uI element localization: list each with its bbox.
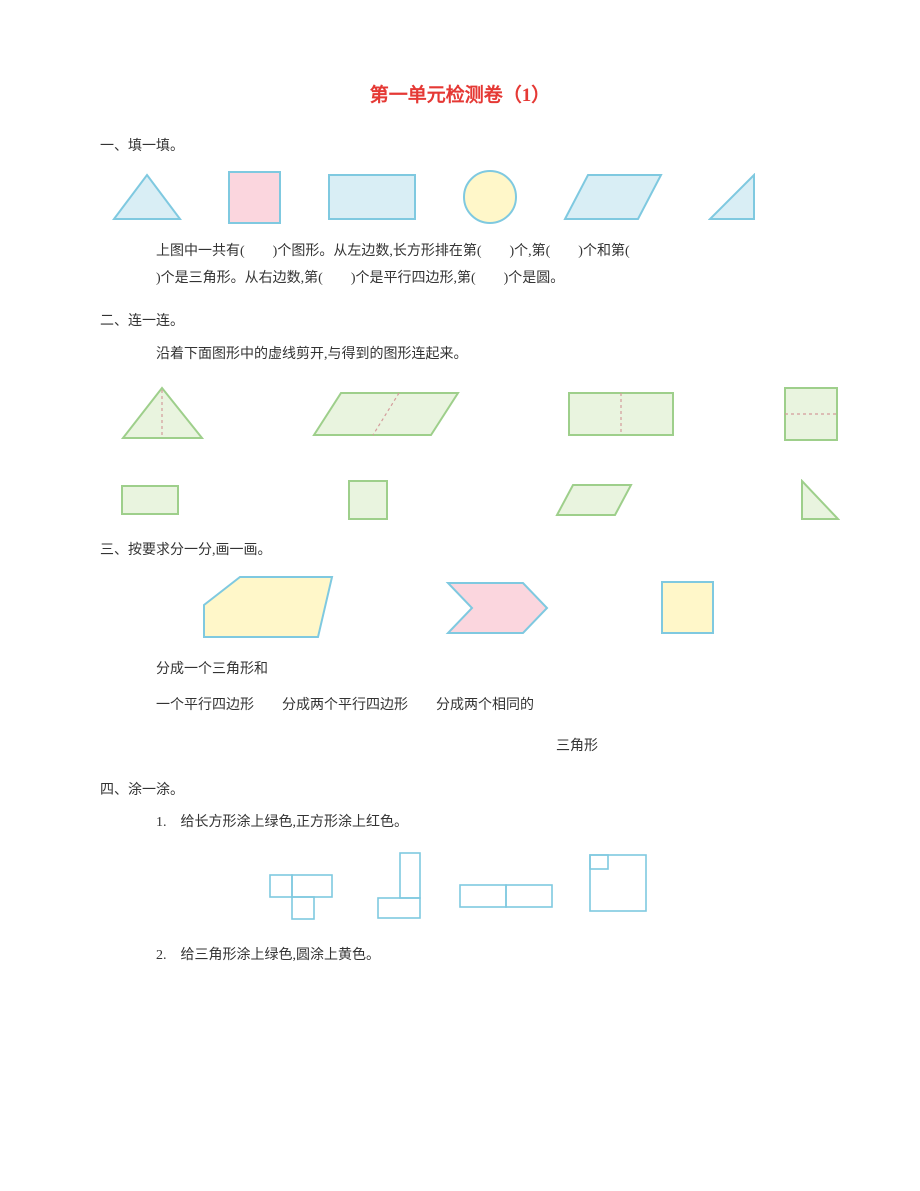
q3-line2: 一个平行四边形 分成两个平行四边形 分成两个相同的: [156, 693, 820, 720]
circle-shape: [462, 169, 518, 225]
rectangle-vdash: [566, 390, 676, 438]
q1-heading: 一、填一填。: [100, 135, 820, 155]
square3-shape: [660, 580, 715, 635]
right-triangle-shape: [708, 173, 756, 221]
q3-shapes-row: [200, 573, 820, 643]
arrow-right-shape: [445, 580, 550, 636]
q4-figure1: [100, 845, 820, 930]
q2-bottom-row: [120, 479, 840, 521]
square-hdash: [782, 385, 840, 443]
q4-item2: 2. 给三角形涂上绿色,圆涂上黄色。: [156, 944, 820, 964]
q3-body: 分成一个三角形和 一个平行四边形 分成两个平行四边形 分成两个相同的 三角形: [156, 657, 820, 761]
q3-heading: 三、按要求分一分,画一画。: [100, 539, 820, 559]
rectangle-shape: [327, 173, 417, 221]
triangle-vdash: [120, 386, 205, 441]
small-parallelogram: [555, 483, 633, 517]
small-rectangle: [120, 484, 180, 516]
q3-line1: 分成一个三角形和: [156, 657, 820, 684]
q1-shapes-row: [112, 169, 820, 225]
q3-line3: 三角形: [556, 734, 820, 761]
q2-prompt: 沿着下面图形中的虚线剪开,与得到的图形连起来。: [156, 342, 820, 369]
q2-top-row: [120, 385, 840, 443]
page-title: 第一单元检测卷（1）: [100, 80, 820, 107]
small-square: [347, 479, 389, 521]
parallelogram-vdash: [311, 390, 461, 438]
q4-item1: 1. 给长方形涂上绿色,正方形涂上红色。: [156, 811, 820, 831]
q1-line2: )个是三角形。从右边数,第( )个是平行四边形,第( )个是圆。: [156, 266, 820, 293]
triangle-shape: [112, 173, 182, 221]
parallelogram-shape: [563, 173, 663, 221]
pentagon-shape: [200, 573, 335, 643]
square-shape: [227, 170, 282, 225]
q1-line1: 上图中一共有( )个图形。从左边数,长方形排在第( )个,第( )个和第(: [156, 239, 820, 266]
q4-heading: 四、涂一涂。: [100, 779, 820, 799]
q1-body: 上图中一共有( )个图形。从左边数,长方形排在第( )个,第( )个和第( )个…: [156, 239, 820, 292]
small-right-triangle: [800, 479, 840, 521]
q2-heading: 二、连一连。: [100, 310, 820, 330]
